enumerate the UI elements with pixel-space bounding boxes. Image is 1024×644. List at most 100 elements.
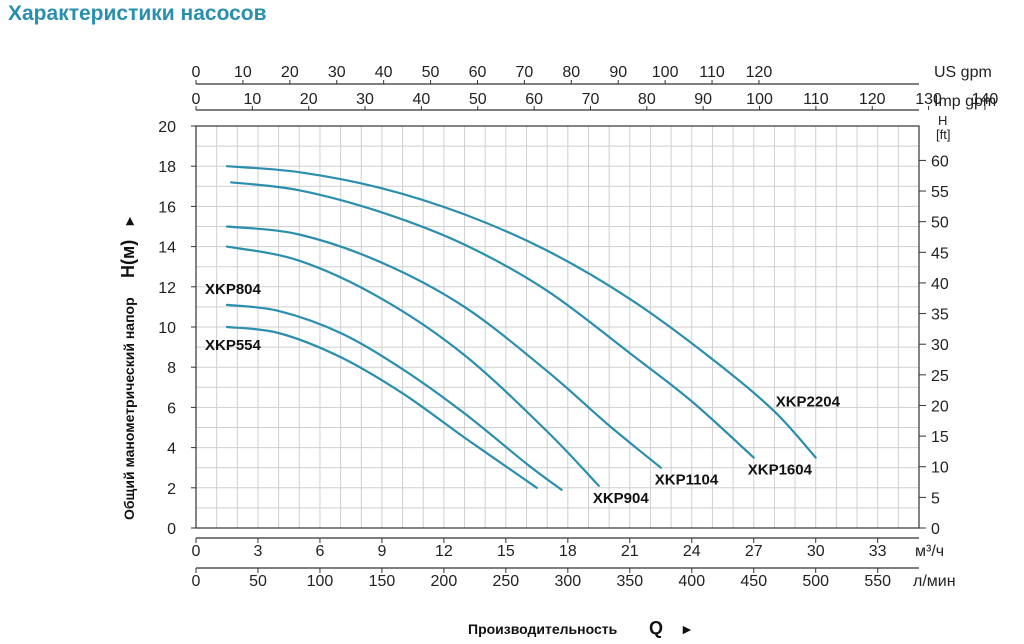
x-tick-impgpm: 100	[746, 91, 773, 108]
x-tick-impgpm: 50	[469, 91, 487, 108]
y-tick-m: 2	[167, 481, 176, 498]
x-tick-m3h: 3	[254, 543, 263, 560]
x-tick-impgpm: 120	[859, 91, 886, 108]
y-tick-ft: 40	[931, 276, 949, 293]
curve-xkp1104	[225, 225, 662, 469]
curve-label-xkp904: XKP904	[593, 490, 650, 507]
x-tick-usgpm: 110	[699, 64, 725, 81]
x-tick-usgpm: 30	[328, 64, 346, 81]
x-tick-lmin: 250	[493, 573, 520, 590]
x-tick-usgpm: 120	[746, 64, 773, 81]
page-title: Характеристики насосов	[8, 2, 267, 25]
x-tick-lmin: 450	[740, 573, 767, 590]
y-tick-m: 0	[167, 521, 176, 538]
curve-label-xkp1104: XKP1104	[655, 472, 719, 489]
x-tick-lmin: 50	[249, 573, 267, 590]
x-tick-impgpm: 90	[694, 91, 712, 108]
x-tick-usgpm: 50	[422, 64, 440, 81]
x-tick-impgpm: 10	[243, 91, 261, 108]
x-tick-impgpm: 80	[638, 91, 656, 108]
x-unit-usgpm: US gpm	[934, 64, 992, 81]
y-tick-m: 8	[167, 360, 176, 377]
x-tick-lmin: 400	[678, 573, 705, 590]
y-unit-ft-top: H	[938, 113, 947, 128]
y-tick-ft: 20	[931, 398, 949, 415]
x-tick-usgpm: 20	[281, 64, 299, 81]
y-tick-ft: 0	[931, 521, 940, 538]
x-tick-m3h: 33	[869, 543, 887, 560]
x-tick-impgpm: 20	[300, 91, 318, 108]
x-tick-impgpm: 110	[803, 91, 829, 108]
y-tick-ft: 30	[931, 337, 949, 354]
y-unit-ft: [ft]	[936, 127, 950, 142]
x-unit-lmin: л/мин	[913, 573, 956, 590]
x-tick-usgpm: 40	[375, 64, 393, 81]
x-tick-usgpm: 90	[609, 64, 627, 81]
y-tick-ft: 15	[931, 429, 949, 446]
x-tick-m3h: 27	[745, 543, 763, 560]
y-tick-m: 6	[167, 400, 176, 417]
x-tick-m3h: 18	[559, 543, 577, 560]
x-tick-usgpm: 70	[515, 64, 533, 81]
x-tick-m3h: 0	[192, 543, 201, 560]
curve-xkp904	[225, 245, 600, 487]
y-tick-ft: 25	[931, 368, 949, 385]
curve-label-xkp804: XKP804	[205, 281, 262, 298]
x-tick-usgpm: 80	[562, 64, 580, 81]
tick-labels: 0 3 6 9 12 15 18 21 24 27 30 33 м³/ч0 50 100 150 200 250 3…	[158, 64, 999, 590]
y-tick-m: 16	[158, 199, 176, 216]
x-tick-lmin: 350	[616, 573, 643, 590]
y-tick-m: 20	[158, 119, 176, 136]
x-axis-title: Производительность	[468, 621, 618, 637]
curve-xkp2204	[225, 165, 817, 459]
x-tick-impgpm: 0	[192, 91, 201, 108]
y-tick-m: 18	[158, 159, 176, 176]
x-tick-lmin: 0	[192, 573, 201, 590]
y-axis-symbol: H(м)	[118, 240, 138, 278]
x-tick-impgpm: 70	[582, 91, 600, 108]
x-tick-usgpm: 60	[469, 64, 487, 81]
y-tick-ft: 35	[931, 307, 949, 324]
axes	[191, 80, 986, 573]
y-tick-ft: 60	[931, 153, 949, 170]
y-tick-m: 12	[158, 280, 176, 297]
x-tick-usgpm: 100	[652, 64, 679, 81]
x-tick-m3h: 6	[315, 543, 324, 560]
x-tick-m3h: 30	[807, 543, 825, 560]
x-axis-symbol: Q	[649, 618, 663, 638]
performance-curves	[225, 165, 817, 491]
x-tick-impgpm: 140	[972, 91, 999, 108]
x-tick-usgpm: 10	[234, 64, 252, 81]
x-tick-m3h: 15	[497, 543, 515, 560]
curve-label-xkp554: XKP554	[205, 337, 262, 354]
x-tick-lmin: 150	[369, 573, 396, 590]
x-tick-lmin: 100	[307, 573, 334, 590]
curve-xkp554	[225, 325, 538, 489]
x-tick-usgpm: 0	[192, 64, 201, 81]
x-tick-m3h: 12	[435, 543, 453, 560]
y-tick-ft: 50	[931, 215, 949, 232]
x-tick-impgpm: 40	[413, 91, 431, 108]
y-tick-ft: 5	[931, 490, 940, 507]
curve-xkp1604	[230, 181, 755, 459]
y-tick-ft: 10	[931, 460, 949, 477]
y-tick-ft: 55	[931, 184, 949, 201]
x-tick-impgpm: 60	[525, 91, 543, 108]
x-tick-impgpm: 30	[356, 91, 374, 108]
curve-label-xkp2204: XKP2204	[776, 394, 841, 411]
grid	[196, 126, 919, 528]
x-unit-m3h: м³/ч	[915, 543, 944, 560]
y-axis-arrow: ►	[121, 214, 137, 228]
y-tick-m: 14	[158, 240, 176, 257]
x-tick-lmin: 300	[554, 573, 581, 590]
x-tick-m3h: 9	[377, 543, 386, 560]
x-tick-m3h: 24	[683, 543, 701, 560]
y-tick-ft: 45	[931, 245, 949, 262]
curve-labels: XKP554 XKP804 XKP904 XKP1104 XKP1604 XKP2204	[205, 281, 841, 507]
x-axis-arrow: ►	[680, 621, 694, 637]
curve-label-xkp1604: XKP1604	[748, 462, 813, 479]
y-tick-m: 10	[158, 320, 176, 337]
y-tick-m: 4	[167, 441, 176, 458]
x-tick-m3h: 21	[621, 543, 639, 560]
